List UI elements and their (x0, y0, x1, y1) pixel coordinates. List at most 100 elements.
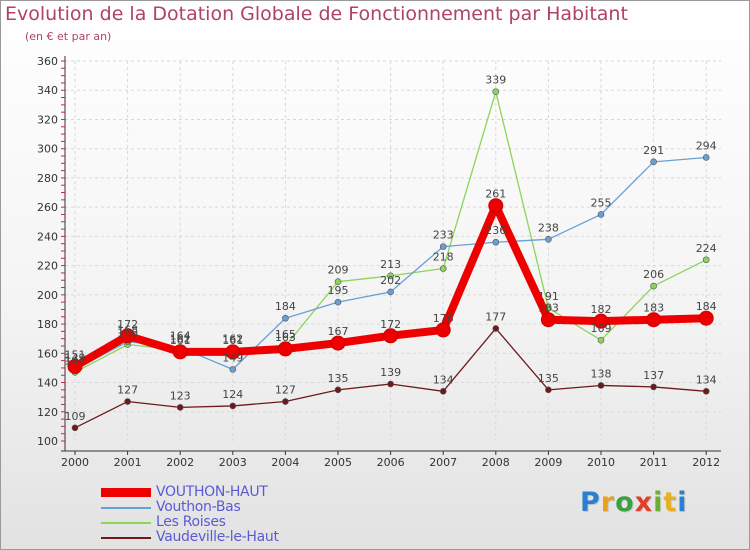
data-label: 291 (643, 144, 664, 157)
data-point (387, 288, 394, 296)
data-label: 127 (275, 384, 296, 397)
data-point (698, 310, 714, 326)
data-label: 233 (433, 229, 454, 242)
data-point (702, 154, 710, 161)
legend-item: VOUTHON-HAUT (101, 484, 401, 500)
proxiti-logo: Proxiti (580, 487, 688, 518)
x-tick-label: 2011 (640, 456, 668, 469)
data-point (330, 335, 346, 351)
data-point (282, 314, 289, 322)
data-label: 183 (538, 302, 559, 315)
y-tick-label: 260 (37, 201, 58, 214)
x-tick-label: 2012 (692, 456, 720, 469)
data-point (277, 341, 293, 357)
data-label: 149 (65, 351, 86, 364)
x-tick-label: 2006 (377, 456, 405, 469)
data-point (492, 325, 500, 332)
data-label: 124 (222, 388, 243, 401)
logo-letter: r (600, 487, 616, 518)
y-tick-label: 100 (37, 435, 58, 448)
data-label: 213 (380, 258, 401, 271)
legend-item: Vouthon-Bas (101, 499, 401, 515)
data-point (545, 386, 552, 394)
data-point (597, 336, 605, 344)
data-label: 177 (485, 310, 506, 323)
data-point (702, 388, 710, 395)
x-tick-label: 2010 (587, 456, 615, 469)
legend-item: Les Roises (101, 514, 401, 530)
logo-letter: i (677, 487, 688, 518)
data-label: 135 (328, 372, 349, 385)
x-tick-label: 2009 (534, 456, 562, 469)
y-tick-label: 340 (37, 84, 58, 97)
y-tick-label: 300 (37, 143, 58, 156)
x-tick-label: 2007 (429, 456, 457, 469)
legend-label: Vouthon-Bas (156, 499, 241, 515)
data-label: 182 (591, 303, 612, 316)
data-label: 165 (275, 328, 296, 341)
data-label: 195 (328, 284, 349, 297)
data-point (439, 265, 447, 272)
data-point (176, 404, 184, 411)
logo-letter: t (663, 487, 678, 518)
y-tick-label: 240 (37, 230, 58, 243)
data-label: 162 (170, 332, 191, 345)
data-point (71, 424, 79, 432)
data-label: 147 (65, 354, 86, 367)
data-label: 127 (117, 384, 138, 397)
data-label: 339 (485, 74, 506, 87)
data-point (597, 382, 605, 389)
data-label: 184 (696, 300, 717, 313)
data-label: 206 (643, 268, 664, 281)
data-point (229, 402, 237, 410)
data-label: 184 (275, 300, 296, 313)
y-tick-label: 200 (37, 289, 58, 302)
x-tick-label: 2002 (166, 456, 194, 469)
data-label: 139 (380, 366, 401, 379)
data-label: 161 (170, 334, 191, 347)
data-point (650, 282, 657, 290)
data-point (435, 322, 451, 338)
data-point (597, 211, 605, 218)
data-point (120, 328, 136, 344)
data-point (387, 380, 394, 388)
data-point (492, 238, 500, 246)
data-point (387, 272, 394, 280)
y-tick-label: 360 (37, 55, 58, 68)
data-point (229, 366, 237, 373)
data-label: 209 (328, 264, 349, 277)
data-label: 169 (591, 322, 612, 335)
x-tick-label: 2000 (61, 456, 89, 469)
legend-label: Vaudeville-le-Haut (156, 529, 279, 545)
legend-swatch (101, 506, 151, 509)
legend-swatch (101, 488, 151, 497)
chart-title: Evolution de la Dotation Globale de Fonc… (5, 3, 628, 25)
legend-label: Les Roises (156, 514, 226, 530)
data-point (334, 386, 342, 394)
data-label: 149 (222, 351, 243, 364)
data-point (334, 278, 342, 285)
data-label: 176 (433, 312, 454, 325)
data-point (702, 256, 710, 264)
data-point (172, 344, 188, 360)
data-label: 109 (65, 410, 86, 423)
legend: VOUTHON-HAUT Vouthon-Bas Les Roises Vaudevi… (101, 484, 401, 545)
x-tick-label: 2005 (324, 456, 352, 469)
legend-swatch (101, 536, 151, 539)
data-point (646, 312, 662, 328)
data-label: 172 (117, 318, 138, 331)
data-label: 172 (380, 318, 401, 331)
data-label: 183 (643, 302, 664, 315)
x-tick-label: 2004 (271, 456, 299, 469)
logo-letter: o (615, 487, 635, 518)
y-tick-label: 180 (37, 318, 58, 331)
data-label: 255 (591, 196, 612, 209)
data-point (225, 344, 241, 360)
data-label: 164 (170, 329, 191, 342)
data-point (439, 388, 447, 395)
data-label: 191 (538, 290, 559, 303)
data-label: 137 (643, 369, 664, 382)
data-label: 151 (65, 348, 86, 361)
data-label: 236 (485, 224, 506, 237)
